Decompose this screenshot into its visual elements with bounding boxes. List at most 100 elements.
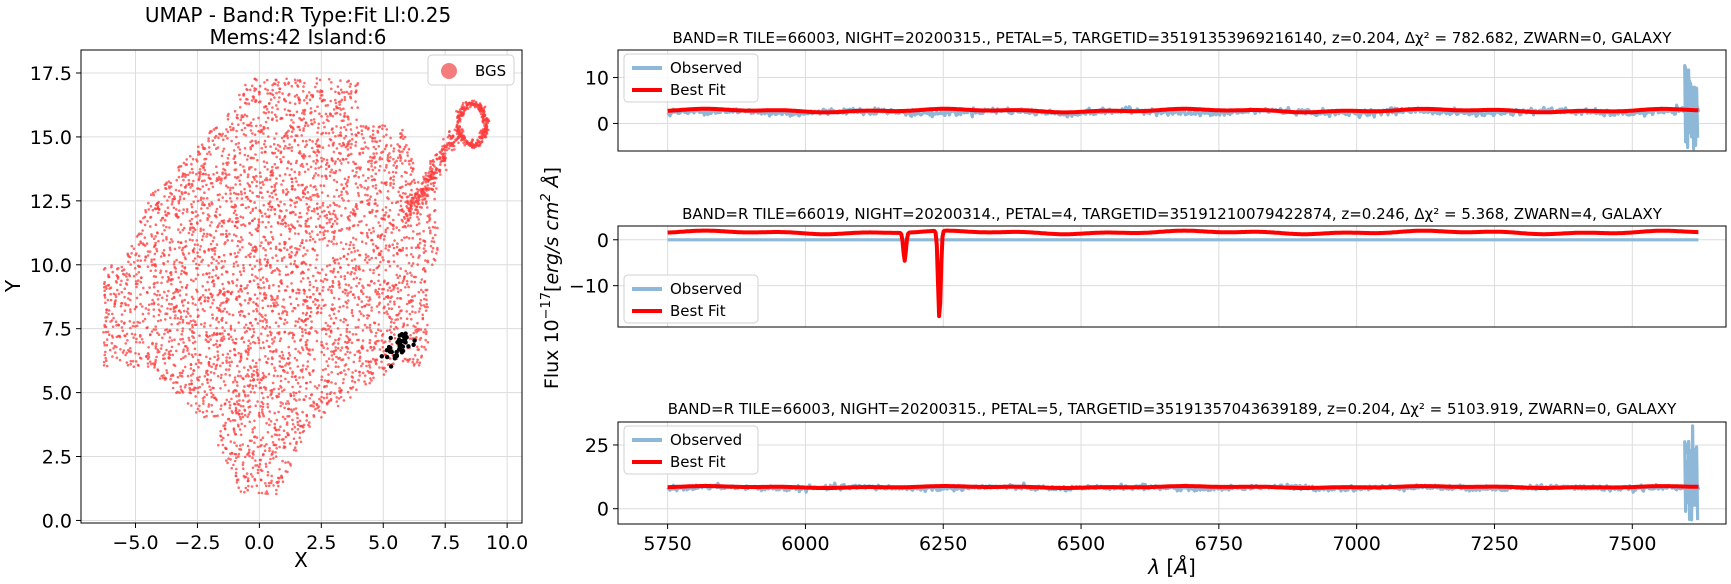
umap-point <box>411 170 414 173</box>
umap-point <box>291 385 294 389</box>
umap-point <box>382 367 385 371</box>
umap-point <box>116 267 119 271</box>
umap-point <box>399 132 402 135</box>
umap-point <box>182 356 185 360</box>
umap-point <box>221 361 224 365</box>
umap-point <box>341 141 345 145</box>
umap-point <box>213 355 216 359</box>
umap-point <box>264 212 267 216</box>
umap-point <box>325 163 328 166</box>
umap-point <box>335 242 338 245</box>
umap-point <box>115 335 119 339</box>
umap-point <box>239 163 242 167</box>
umap-highlight-point <box>411 342 416 347</box>
umap-point <box>310 122 313 126</box>
umap-point <box>288 442 292 445</box>
umap-point <box>377 221 380 224</box>
umap-point <box>264 482 267 485</box>
umap-point <box>380 334 384 337</box>
umap-point <box>332 201 336 205</box>
umap-point <box>238 360 242 363</box>
umap-point <box>212 386 215 390</box>
umap-point <box>149 193 153 196</box>
umap-point <box>114 293 117 297</box>
umap-point <box>316 299 320 302</box>
umap-point <box>190 182 194 186</box>
umap-point <box>317 122 321 126</box>
umap-point <box>155 249 159 253</box>
umap-point <box>426 220 429 224</box>
umap-point <box>169 181 172 185</box>
umap-point <box>249 140 252 144</box>
umap-point <box>355 204 358 208</box>
umap-point <box>220 224 224 228</box>
umap-point <box>146 254 150 257</box>
umap-point <box>389 289 393 293</box>
umap-point <box>248 321 252 325</box>
umap-point <box>220 373 223 377</box>
umap-point <box>201 383 204 386</box>
umap-point <box>345 334 348 338</box>
umap-point <box>383 297 386 301</box>
umap-point <box>328 263 332 267</box>
umap-point <box>139 280 143 284</box>
umap-point <box>261 276 265 279</box>
umap-point <box>150 330 154 333</box>
umap-point <box>262 160 266 163</box>
umap-point <box>190 203 193 206</box>
umap-point <box>187 178 191 182</box>
umap-point <box>326 115 329 118</box>
umap-point <box>359 183 362 187</box>
umap-point <box>239 215 242 218</box>
umap-point <box>165 238 168 241</box>
umap-point <box>404 159 407 162</box>
umap-point <box>191 171 195 174</box>
umap-point <box>228 312 231 316</box>
umap-point <box>247 242 251 245</box>
umap-point <box>262 281 265 284</box>
umap-point <box>230 205 233 208</box>
umap-point <box>348 330 351 334</box>
umap-point <box>325 342 328 346</box>
umap-point <box>396 200 400 203</box>
umap-point <box>314 279 318 283</box>
umap-point <box>215 165 218 168</box>
umap-point <box>347 368 350 371</box>
umap-point <box>261 319 265 323</box>
umap-point <box>105 287 108 290</box>
umap-point <box>182 348 185 352</box>
umap-point <box>306 306 309 310</box>
umap-point <box>314 266 318 270</box>
umap-point <box>271 88 274 92</box>
umap-highlight-point <box>399 332 405 337</box>
umap-point <box>234 255 237 259</box>
umap-point <box>280 386 283 389</box>
umap-point <box>264 87 267 91</box>
umap-point <box>255 464 259 467</box>
umap-point <box>270 271 274 275</box>
umap-point <box>349 82 353 86</box>
umap-point <box>347 356 350 360</box>
umap-point <box>240 203 243 207</box>
umap-point <box>241 399 245 402</box>
umap-point <box>204 338 208 342</box>
umap-point <box>358 357 362 360</box>
umap-point <box>163 332 166 336</box>
umap-point <box>384 206 388 209</box>
umap-point <box>174 290 177 294</box>
umap-point <box>341 157 345 161</box>
umap-point <box>415 361 419 364</box>
umap-point <box>222 265 225 268</box>
umap-point <box>418 254 421 257</box>
umap-point <box>199 219 202 222</box>
umap-point <box>301 330 304 334</box>
umap-point <box>349 96 353 100</box>
umap-highlight-point <box>402 335 407 341</box>
umap-point <box>258 84 262 88</box>
umap-point <box>429 162 432 165</box>
umap-point <box>298 79 302 82</box>
umap-point <box>362 286 365 290</box>
umap-point <box>210 255 214 259</box>
umap-point <box>303 170 307 174</box>
umap-point <box>415 205 419 208</box>
